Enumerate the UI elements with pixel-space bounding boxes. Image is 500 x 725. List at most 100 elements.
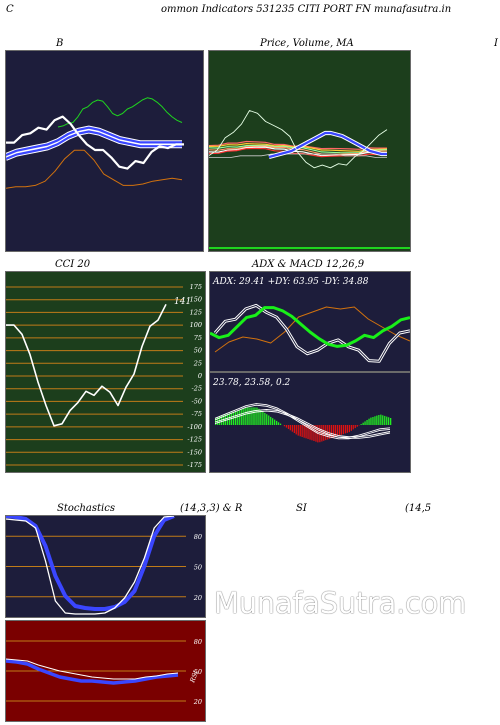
cci-chart: 175 150 125 100 75 50 25 0 -25 -50 -75 -100 -125 -150… [6,283,202,469]
macd-chart: 23.78, 23.58, 0.2 [212,378,392,443]
cci-tick-label: 50 [194,347,202,355]
macd-histogram-bar [370,417,372,425]
macd-histogram-bar [348,425,350,433]
cci-last-value: 141 [174,297,191,307]
macd-histogram-bar [299,425,301,437]
cci-tick-label: 125 [190,308,202,316]
rsi-smooth-line [6,659,179,685]
adx-chart: ADX: 29.41 +DY: 63.95 -DY: 34.88 [210,277,410,363]
macd-histogram-bar [297,425,299,436]
price-title: Price, Volume, MA [260,38,354,49]
macd-histogram-bar [264,412,266,425]
stochastics-k-line [6,516,175,615]
price-ma-long-line [209,153,387,158]
rsi-panel: 80 50 20 RSI [5,620,206,722]
macd-histogram-bar [390,418,392,425]
macd-histogram-bar [342,425,345,435]
macd-histogram-bar [313,425,315,441]
cci-tick-label: -50 [192,397,202,405]
macd-histogram-bar [378,415,380,425]
page-title: ommon Indicators 531235 CITI PORT FN mun… [161,4,452,15]
macd-histogram-bar [368,418,370,425]
macd-histogram-bar [364,421,366,425]
macd-histogram-bar [256,407,258,425]
rsi-params: (14,5 [405,503,432,514]
macd-annotation: 23.78, 23.58, 0.2 [212,378,291,388]
macd-histogram-bar [338,425,341,436]
macd-histogram-bar [242,408,244,425]
macd-histogram-bar [254,407,256,425]
cci-tick-label: -25 [192,385,202,393]
macd-histogram-bar [336,425,339,437]
bollinger-lower-line [6,149,183,189]
rsi-line [6,658,179,680]
macd-line-outer [214,403,391,438]
bollinger-middle-band [6,130,182,160]
stochastics-title: Stochastics [57,503,115,514]
macd-histogram-bar [301,425,303,437]
adx-minus-di-line [214,306,410,353]
macd-histogram-bar [325,425,327,441]
macd-histogram-bar [291,425,293,432]
stochastics-tick-label: 50 [194,564,202,572]
macd-histogram-bar [289,425,291,431]
cci-tick-label: -75 [192,410,202,418]
macd-histogram-bar [380,414,382,425]
macd-histogram-bar [384,415,386,425]
macd-histogram-bar [356,425,358,427]
price-ma-line-5 [209,146,388,157]
macd-histogram-bar [283,425,286,427]
stochastics-panel: 80 50 20 [5,515,206,618]
macd-histogram-bar [274,419,276,425]
cci-tick-label: -100 [187,423,202,431]
bollinger-upper-line [57,97,183,128]
rsi-tick-label: 50 [194,668,202,676]
macd-histogram-bar [279,423,282,425]
cci-tick-label: 75 [194,334,202,342]
macd-histogram-bar [309,425,311,440]
macd-histogram-bar [374,416,376,425]
cci-tick-label: -125 [187,436,202,444]
macd-histogram-bar [244,407,246,425]
macd-histogram-bar [232,411,234,425]
macd-histogram-bar [287,425,290,429]
macd-histogram-bar [248,407,250,425]
macd-histogram-bar [354,425,356,429]
bollinger-title: B [56,38,64,49]
macd-histogram-bar [386,416,388,425]
macd-histogram-bar [362,422,364,425]
stochastics-chart: 80 50 20 [6,516,202,615]
macd-histogram-bar [331,425,333,439]
macd-histogram-bar [266,414,268,425]
macd-histogram-bar [350,425,352,431]
macd-histogram-bar [224,414,227,425]
macd-histogram-bar [250,407,252,425]
macd-histogram-bar [376,415,378,425]
stochastics-tick-label: 80 [194,533,202,541]
bollinger-chart [6,97,184,189]
adx-annotation: ADX: 29.41 +DY: 63.95 -DY: 34.88 [212,277,369,287]
macd-histogram-bar [252,407,254,425]
macd-histogram-bar [388,417,390,425]
macd-histogram-bar [277,422,280,425]
macd-histogram-bar [305,425,307,439]
cci-line [6,303,167,427]
macd-histogram-bar [240,409,242,425]
bollinger-price-line [6,115,184,170]
macd-histogram-bar [260,410,262,425]
macd-histogram-bar [340,425,343,435]
cci-title: CCI 20 [55,259,91,270]
macd-histogram-bar [307,425,309,439]
macd-signal-line [214,408,391,438]
macd-histogram-bar [276,420,278,425]
price-panel [208,50,411,252]
cci-tick-label: 150 [190,296,202,304]
macd-histogram-bar [222,415,225,425]
macd-histogram-bar [268,415,270,425]
macd-histogram-bar [234,411,236,425]
cci-tick-label: -175 [187,461,202,469]
stochastics-d-line [6,516,175,611]
macd-histogram-bar [272,418,274,425]
cci-tick-label: 25 [193,359,202,367]
